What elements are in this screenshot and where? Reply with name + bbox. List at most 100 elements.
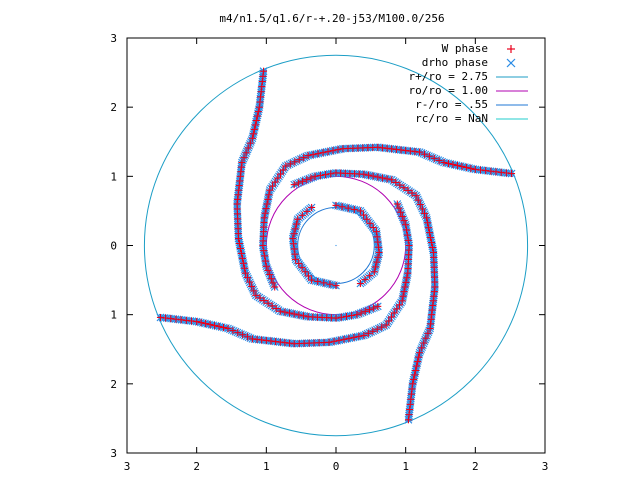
w-phase-point (260, 297, 268, 305)
x-tick-label: 1 (263, 460, 270, 473)
w-phase-point (246, 139, 254, 147)
w-phase-point (430, 248, 438, 256)
w-phase-point (471, 165, 479, 173)
w-phase-point (388, 176, 396, 184)
w-phase-point (369, 327, 377, 335)
w-phase-point (420, 209, 428, 217)
w-phase-point (292, 220, 300, 228)
w-phase-point (404, 416, 412, 424)
w-phase-point (258, 77, 266, 85)
w-phase-point (314, 150, 322, 158)
w-phase-point (304, 152, 312, 160)
w-phase-point (378, 174, 386, 182)
w-phase-point (420, 339, 428, 347)
w-phase-point (406, 400, 414, 408)
w-phase-point (295, 311, 303, 319)
center-point (335, 244, 337, 247)
w-phase-point (238, 254, 246, 262)
w-phase-point (240, 154, 248, 162)
w-phase-point (193, 318, 201, 326)
legend-marker-w-phase (507, 45, 515, 53)
w-phase-point (462, 163, 470, 171)
w-phase-point (382, 321, 390, 329)
legend-label-r-o: ro/ro = 1.00 (409, 84, 488, 97)
w-phase-point (324, 148, 332, 156)
w-phase-point (407, 395, 415, 403)
w-phase-point (332, 282, 340, 290)
w-phase-point (408, 189, 416, 197)
w-phase-point (259, 72, 267, 80)
w-phase-point (265, 191, 273, 199)
w-phase-point (423, 214, 431, 222)
w-phase-point (235, 240, 243, 248)
w-phase-point (477, 166, 485, 174)
w-phase-point (413, 362, 421, 370)
w-phase-point (301, 268, 309, 276)
w-phase-point (320, 279, 328, 287)
legend-label-w-phase: W phase (442, 42, 488, 55)
w-phase-point (290, 230, 298, 238)
w-phase-point (261, 257, 269, 265)
w-phase-point (290, 245, 298, 253)
w-phase-point (403, 231, 411, 239)
legend-label-drho-phase: drho phase (422, 56, 488, 69)
w-phase-point (327, 170, 335, 178)
w-phase-point (365, 306, 373, 314)
w-phase-point (220, 324, 228, 332)
w-phase-point (403, 274, 411, 282)
w-phase-point (272, 305, 280, 313)
w-phase-point (307, 174, 315, 182)
w-phase-point (360, 331, 368, 339)
w-phase-point (410, 375, 418, 383)
drho-phase-point (374, 324, 383, 333)
w-phase-point (372, 263, 380, 271)
w-phase-point (252, 291, 260, 299)
w-phase-point (329, 147, 337, 155)
w-phase-point (299, 312, 307, 320)
legend-label-r-c: rc/ro = NaN (415, 112, 488, 125)
w-phase-point (374, 302, 382, 310)
w-phase-point (256, 294, 264, 302)
w-phase-point (177, 316, 185, 324)
w-phase-point (402, 278, 410, 286)
w-phase-point (418, 344, 426, 352)
w-phase-point (246, 278, 254, 286)
w-phase-point (373, 233, 381, 241)
w-phase-point (244, 333, 252, 341)
w-phase-point (314, 277, 322, 285)
w-phase-point (282, 162, 290, 170)
w-phase-point (248, 282, 256, 290)
w-phase-point (290, 310, 298, 318)
w-phase-point (298, 211, 306, 219)
w-phase-point (257, 88, 265, 96)
w-phase-point (373, 325, 381, 333)
w-phase-point (182, 316, 190, 324)
w-phase-point (399, 292, 407, 300)
w-phase-point (249, 130, 257, 138)
w-phase-point (388, 313, 396, 321)
w-phase-point (435, 156, 443, 164)
w-phase-point (508, 170, 516, 178)
w-phase-point (427, 234, 435, 242)
w-phase-point (291, 250, 299, 258)
w-phase-point (400, 184, 408, 192)
w-phase-point (414, 196, 422, 204)
w-phase-point (449, 160, 457, 168)
w-phase-point (300, 154, 308, 162)
w-phase-point (345, 334, 353, 342)
w-phase-point (294, 215, 302, 223)
w-phase-point (295, 156, 303, 164)
w-phase-point (444, 159, 452, 167)
w-phase-point (156, 313, 164, 321)
w-phase-point (267, 275, 275, 283)
y-tick-label: 3 (110, 447, 117, 460)
x-tick-label: 0 (333, 460, 340, 473)
w-phase-point (266, 271, 274, 279)
w-phase-point (248, 134, 256, 142)
w-phase-point (355, 332, 363, 340)
w-phase-point (395, 204, 403, 212)
w-phase-point (286, 160, 294, 168)
w-phase-point (370, 268, 378, 276)
w-phase-point (215, 323, 223, 331)
w-phase-point (422, 334, 430, 342)
